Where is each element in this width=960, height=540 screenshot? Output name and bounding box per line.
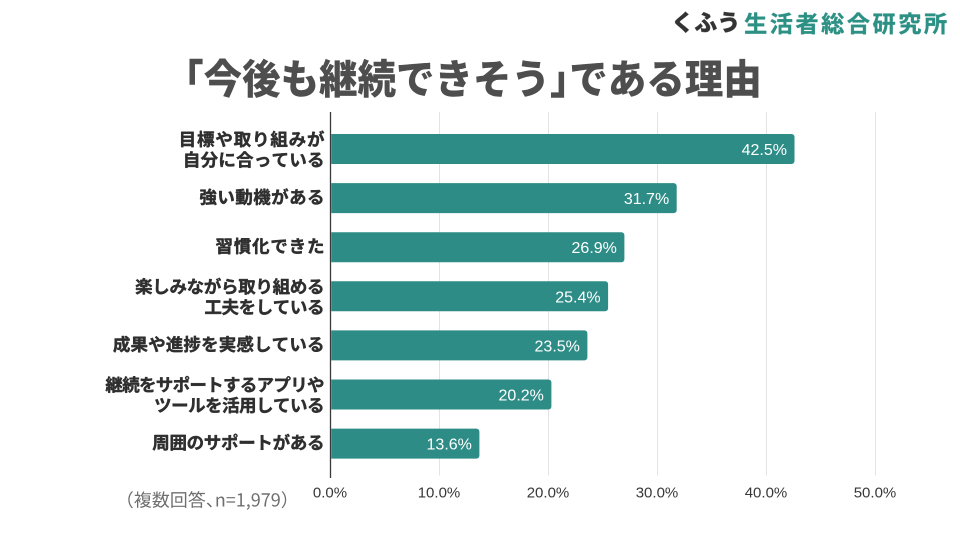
svg-text:10.0%: 10.0%	[418, 485, 461, 502]
svg-text:31.7%: 31.7%	[624, 191, 669, 208]
svg-text:20.2%: 20.2%	[499, 388, 544, 405]
svg-text:0.0%: 0.0%	[313, 485, 347, 502]
svg-text:42.5%: 42.5%	[742, 142, 787, 159]
svg-text:26.9%: 26.9%	[572, 240, 617, 257]
svg-text:20.0%: 20.0%	[527, 485, 570, 502]
svg-text:40.0%: 40.0%	[745, 485, 788, 502]
svg-text:23.5%: 23.5%	[535, 338, 580, 355]
svg-text:30.0%: 30.0%	[636, 485, 679, 502]
svg-text:25.4%: 25.4%	[555, 289, 600, 306]
svg-text:50.0%: 50.0%	[854, 485, 897, 502]
svg-text:13.6%: 13.6%	[427, 437, 472, 454]
